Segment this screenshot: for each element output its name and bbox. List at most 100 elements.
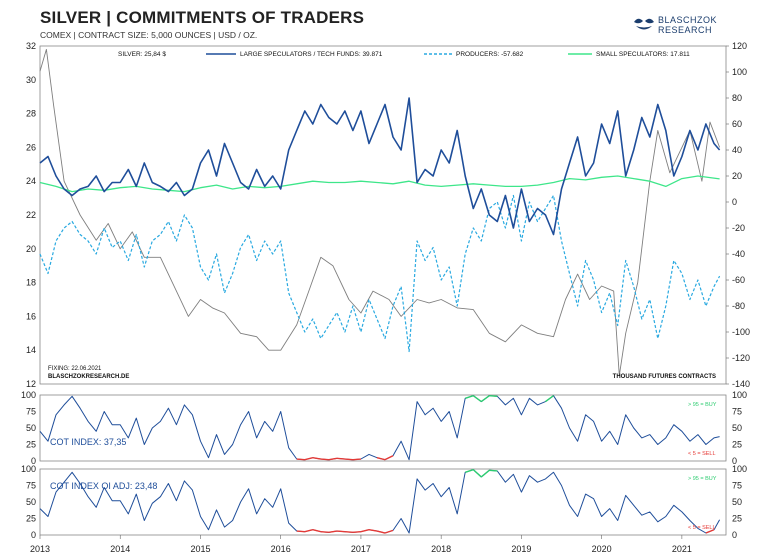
cot-left-tick-label: 50 [26,423,36,433]
right-axis-tick-label: -80 [732,301,745,311]
cot-left-tick-label: 0 [31,456,36,466]
cot-extreme-segment [336,457,345,460]
cot-extreme-segment [472,395,482,403]
cot-left-tick-label: 75 [26,407,36,417]
cot-extreme-segment [480,469,490,478]
producers-line [39,194,721,353]
cot-right-tick-label: 100 [732,464,747,474]
cot-extreme-segment [328,530,337,534]
cot-extreme-segment [320,458,329,461]
cot-extreme-segment [336,530,345,533]
legend-entry-2: PRODUCERS: -57.682 [456,51,524,58]
cot-left-tick-label: 100 [21,390,36,400]
x-axis-year-label: 2015 [190,544,210,554]
cot-extreme-segment [352,531,361,534]
x-axis-year-label: 2017 [351,544,371,554]
cot-right-tick-label: 50 [732,423,742,433]
cot-panel-title-1: COT INDEX OI ADJ: 23,48 [50,481,157,491]
right-axis-tick-label: -40 [732,249,745,259]
cot-panel-frame-0 [39,394,727,462]
sell-threshold-label-0: < 5 = SELL [688,451,716,457]
cot-extreme-segment [296,530,305,533]
right-axis-tick-label: 120 [732,41,747,51]
right-axis-tick-label: -60 [732,275,745,285]
cot-right-tick-label: 50 [732,497,742,507]
x-axis-year-label: 2021 [672,544,692,554]
left-axis-tick-label: 14 [26,345,36,355]
cot-extreme-segment [384,455,394,461]
brand-logo: BLASCHZOK RESEARCH [632,14,732,38]
buy-threshold-label-1: > 95 = BUY [688,476,717,482]
cot-extreme-segment [465,468,474,473]
left-axis-tick-label: 12 [26,379,36,389]
left-axis-tick-label: 16 [26,311,36,321]
chart-subtitle: COMEX | CONTRACT SIZE: 5,000 OUNCES | US… [40,30,258,40]
fixing-label: FIXING: 22.06.2021 [48,366,102,372]
x-axis-year-label: 2019 [511,544,531,554]
logo-icon [634,18,654,30]
cot-left-tick-label: 75 [26,481,36,491]
cot-right-tick-label: 0 [732,456,737,466]
left-axis-tick-label: 26 [26,142,36,152]
cot-extreme-segment [296,458,305,461]
cot-right-tick-label: 100 [732,390,747,400]
cot-left-tick-label: 50 [26,497,36,507]
right-axis-tick-label: 80 [732,93,742,103]
cot-extreme-segment [312,529,321,533]
cot-extreme-segment [545,395,554,403]
cot-right-tick-label: 25 [732,440,742,450]
cot-extreme-segment [304,529,313,533]
cot-extreme-segment [480,395,490,403]
logo-line1: BLASCHZOK [658,15,718,25]
units-label: THOUSAND FUTURES CONTRACTS [613,374,716,380]
cot-extreme-segment [472,469,482,478]
left-axis-tick-label: 20 [26,244,36,254]
cot-extreme-segment [376,530,386,534]
cot-left-tick-label: 25 [26,440,36,450]
right-axis-tick-label: 20 [732,171,742,181]
logo-line2: RESEARCH [658,25,713,35]
cot-extreme-segment [489,394,498,398]
cot-extreme-segment [360,529,370,533]
large-speculators-line [39,97,721,236]
cot-panel-frame-1 [39,468,727,536]
cot-extreme-segment [328,457,337,461]
small-speculators-line [39,175,720,193]
left-axis-tick-label: 30 [26,75,36,85]
right-axis-tick-label: -20 [732,223,745,233]
cot-extreme-segment [465,394,474,399]
silver-price-line [39,48,721,377]
cot-right-tick-label: 75 [732,481,742,491]
buy-threshold-label-0: > 95 = BUY [688,402,717,408]
chart-title: SILVER | COMMITMENTS OF TRADERS [40,8,365,27]
legend-entry-3: SMALL SPECULATORS: 17.811 [596,51,690,58]
x-axis-year-label: 2018 [431,544,451,554]
cot-extreme-segment [489,469,498,472]
legend-entry-1: LARGE SPECULATORS / TECH FUNDS: 39.871 [240,51,383,58]
right-axis-tick-label: 100 [732,67,747,77]
left-axis-tick-label: 28 [26,109,36,119]
right-axis-tick-label: -100 [732,327,750,337]
cot-extreme-segment [304,457,313,461]
cot-extreme-segment [320,531,329,534]
left-axis-tick-label: 22 [26,210,36,220]
cot-extreme-segment [368,529,378,532]
cot-extreme-segment [705,529,715,534]
cot-right-tick-label: 0 [732,530,737,540]
sell-threshold-label-1: < 5 = SELL [688,525,716,531]
cot-left-tick-label: 0 [31,530,36,540]
cot-extreme-segment [344,458,353,461]
main-plot-frame [39,45,727,385]
x-axis-year-label: 2020 [592,544,612,554]
left-axis-tick-label: 32 [26,41,36,51]
right-axis-tick-label: -140 [732,379,750,389]
cot-right-tick-label: 75 [732,407,742,417]
x-axis-year-label: 2013 [30,544,50,554]
right-axis-tick-label: 0 [732,197,737,207]
cot-extreme-segment [352,458,361,461]
x-axis-year-label: 2014 [110,544,130,554]
cot-extreme-segment [376,457,386,461]
right-axis-tick-label: -120 [732,353,750,363]
legend-entry-0: SILVER: 25,84 $ [118,51,166,58]
